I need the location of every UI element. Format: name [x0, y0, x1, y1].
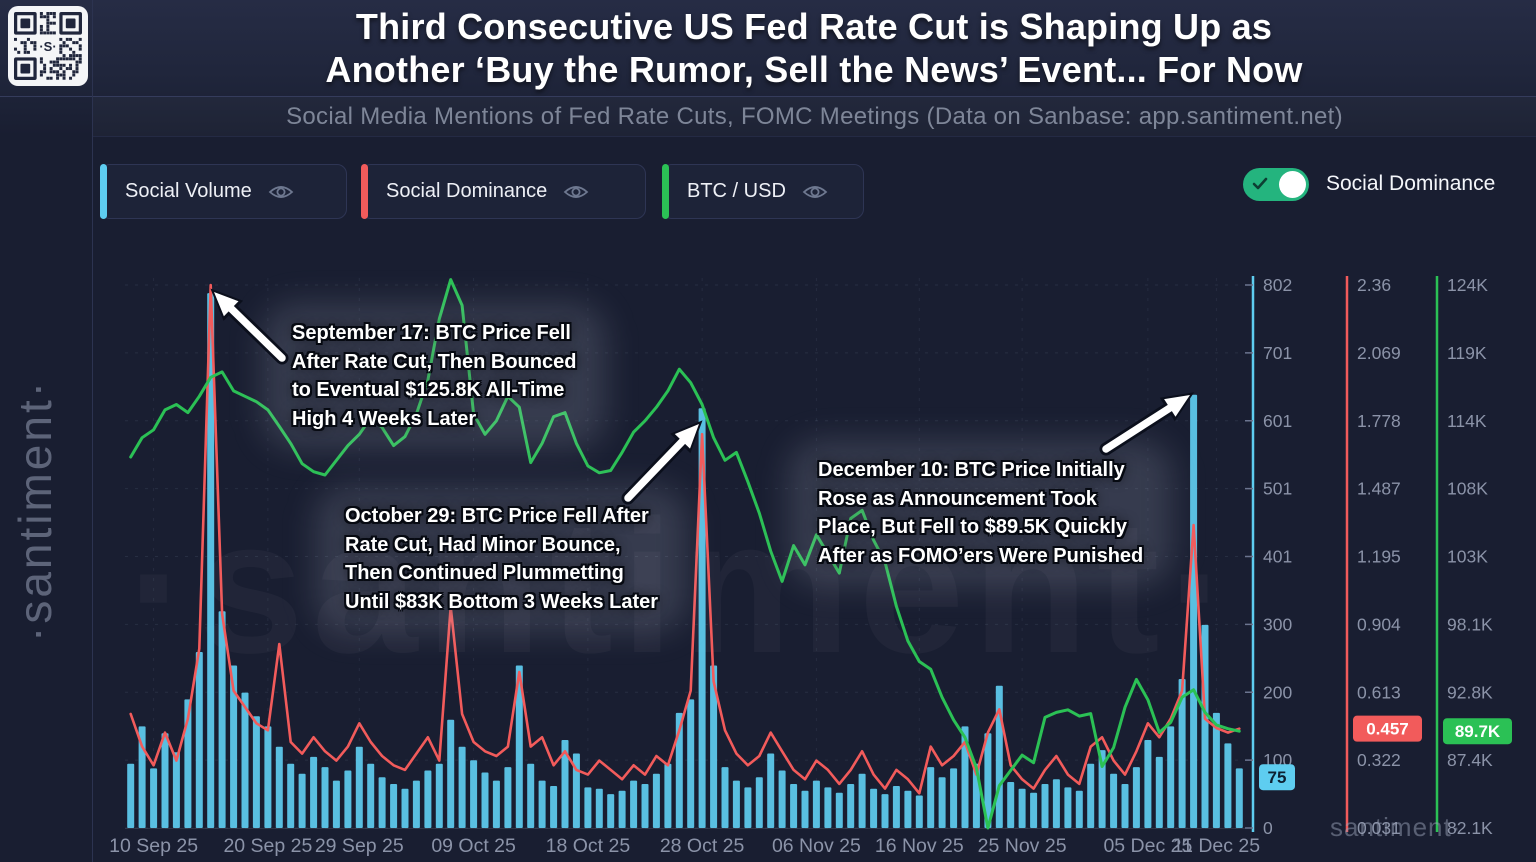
legend-item-social-volume[interactable]: Social Volume [100, 164, 347, 219]
page-title: Third Consecutive US Fed Rate Cut is Sha… [92, 5, 1536, 91]
svg-text:20 Sep 25: 20 Sep 25 [223, 835, 312, 857]
svg-text:0.904: 0.904 [1357, 614, 1401, 634]
social-dominance-color-bar-icon [361, 164, 368, 219]
annotation-october-29: October 29: BTC Price Fell After Rate Cu… [345, 502, 658, 616]
legend-social-dominance-label: Social Dominance [386, 180, 548, 202]
svg-text:09 Oct 25: 09 Oct 25 [431, 835, 516, 857]
check-icon [1252, 177, 1268, 190]
toggle-knob [1279, 171, 1306, 198]
svg-text:300: 300 [1263, 614, 1292, 634]
svg-text:2.36: 2.36 [1357, 275, 1391, 295]
qr-pattern-icon [14, 12, 82, 80]
svg-text:82.1K: 82.1K [1447, 818, 1493, 838]
legend-item-social-dominance[interactable]: Social Dominance [361, 164, 646, 219]
svg-text:10 Sep 25: 10 Sep 25 [109, 835, 198, 857]
annotation-december-10: December 10: BTC Price Initially Rose as… [818, 456, 1143, 570]
svg-text:2.069: 2.069 [1357, 343, 1401, 363]
svg-text:0.322: 0.322 [1357, 750, 1401, 770]
svg-text:401: 401 [1263, 547, 1292, 567]
legend-social-volume-label: Social Volume [125, 180, 252, 202]
btc-usd-color-bar-icon [662, 164, 669, 219]
eye-icon[interactable] [802, 182, 828, 202]
svg-text:92.8K: 92.8K [1447, 682, 1493, 702]
svg-text:0: 0 [1263, 818, 1273, 838]
svg-text:05 Dec 25: 05 Dec 25 [1103, 835, 1192, 857]
svg-text:103K: 103K [1447, 547, 1488, 567]
svg-text:1.778: 1.778 [1357, 411, 1401, 431]
header-divider [0, 96, 1536, 97]
svg-text:108K: 108K [1447, 479, 1488, 499]
svg-text:16 Nov 25: 16 Nov 25 [875, 835, 964, 857]
svg-text:124K: 124K [1447, 275, 1488, 295]
toggle-label: Social Dominance [1326, 172, 1496, 195]
svg-text:1.487: 1.487 [1357, 479, 1401, 499]
svg-text:701: 701 [1263, 343, 1292, 363]
social-volume-color-bar-icon [100, 164, 107, 219]
santiment-logo-icon: ·S· [39, 38, 57, 54]
svg-text:802: 802 [1263, 275, 1292, 295]
sidebar-divider [92, 0, 93, 862]
svg-text:25 Nov 25: 25 Nov 25 [978, 835, 1067, 857]
chart-subtitle: Social Media Mentions of Fed Rate Cuts, … [286, 102, 1343, 130]
svg-text:18 Oct 25: 18 Oct 25 [546, 835, 631, 857]
subtitle-band: Social Media Mentions of Fed Rate Cuts, … [93, 97, 1536, 137]
svg-text:06 Nov 25: 06 Nov 25 [772, 835, 861, 857]
svg-text:1.195: 1.195 [1357, 547, 1401, 567]
svg-text:501: 501 [1263, 479, 1292, 499]
svg-text:11 Dec 25: 11 Dec 25 [1173, 835, 1261, 857]
svg-text:0.031: 0.031 [1357, 818, 1401, 838]
eye-icon[interactable] [563, 182, 589, 202]
svg-text:114K: 114K [1447, 411, 1487, 431]
svg-text:0.613: 0.613 [1357, 682, 1401, 702]
annotation-september-17: September 17: BTC Price Fell After Rate … [292, 319, 576, 433]
page-title-line-2: Another ‘Buy the Rumor, Sell the News’ E… [325, 49, 1303, 90]
svg-text:98.1K: 98.1K [1447, 614, 1493, 634]
svg-text:28 Oct 25: 28 Oct 25 [660, 835, 745, 857]
social-dominance-toggle[interactable] [1243, 168, 1309, 201]
svg-text:0.457: 0.457 [1366, 720, 1409, 739]
legend-btc-usd-label: BTC / USD [687, 180, 786, 202]
eye-icon[interactable] [268, 182, 294, 202]
corner-watermark: santiment· [1330, 812, 1462, 842]
svg-text:200: 200 [1263, 682, 1292, 702]
svg-text:75: 75 [1268, 768, 1287, 787]
page-title-line-1: Third Consecutive US Fed Rate Cut is Sha… [355, 6, 1273, 47]
svg-text:119K: 119K [1447, 343, 1487, 363]
legend-item-btc-usd[interactable]: BTC / USD [662, 164, 864, 219]
qr-code: ·S· [8, 6, 88, 86]
svg-text:29 Sep 25: 29 Sep 25 [315, 835, 404, 857]
svg-text:601: 601 [1263, 411, 1292, 431]
svg-text:89.7K: 89.7K [1455, 722, 1501, 741]
svg-text:87.4K: 87.4K [1447, 750, 1493, 770]
sidebar-watermark: ·santiment· [9, 378, 61, 642]
